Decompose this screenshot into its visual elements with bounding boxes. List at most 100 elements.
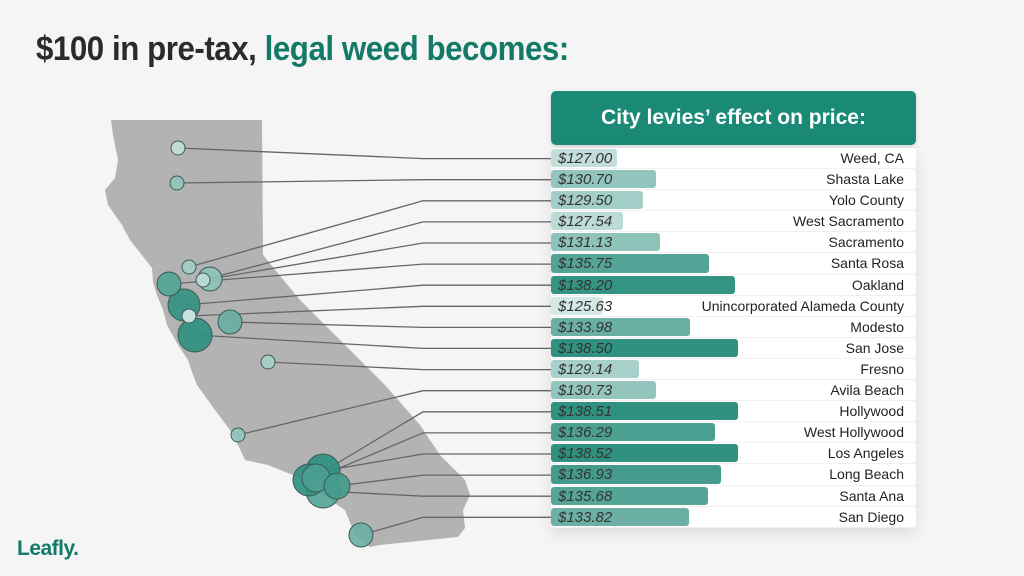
price-bar xyxy=(551,359,640,379)
city-name: Santa Rosa xyxy=(830,255,904,272)
price-table: $127.00 Weed, CA $130.70 Shasta Lake $129.50… xyxy=(551,148,916,528)
leader-line xyxy=(183,284,551,306)
price-bar xyxy=(551,444,738,463)
city-marker-icon xyxy=(181,259,197,275)
price-value: $138.51 xyxy=(558,403,613,421)
city-name: Unincorporated Alameda County xyxy=(701,297,904,314)
table-row: $135.75 Santa Rosa xyxy=(551,253,916,275)
price-bar xyxy=(551,402,738,421)
table-row: $131.13 Sacramento xyxy=(551,232,916,254)
city-marker-icon xyxy=(195,272,211,288)
price-value: $133.98 xyxy=(558,318,613,336)
city-name: Fresno xyxy=(860,360,904,377)
leader-line xyxy=(176,179,551,184)
city-marker-icon xyxy=(170,140,186,156)
city-marker-icon xyxy=(156,271,182,297)
price-bar xyxy=(551,381,657,400)
price-bar xyxy=(551,486,709,505)
price-value: $138.52 xyxy=(558,445,613,463)
table-row: $129.14 Fresno xyxy=(551,358,916,381)
price-value: $135.75 xyxy=(558,255,613,273)
leader-line xyxy=(188,305,551,317)
price-value: $133.82 xyxy=(558,508,613,526)
table-row: $130.70 Shasta Lake xyxy=(551,169,916,191)
price-value: $136.29 xyxy=(558,424,613,442)
price-panel: City levies’ effect on price: $127.00 Wee… xyxy=(551,91,916,528)
city-marker-icon xyxy=(169,175,185,191)
leader-line xyxy=(308,411,551,481)
city-name: Shasta Lake xyxy=(826,171,904,188)
leafly-logo: Leafly. xyxy=(17,537,79,560)
leader-line xyxy=(188,200,551,268)
leader-line xyxy=(315,432,551,479)
city-marker-icon xyxy=(230,427,246,443)
leader-line xyxy=(168,263,551,285)
title-part-2: legal weed becomes: xyxy=(264,30,570,68)
price-bar xyxy=(551,254,709,273)
price-bar xyxy=(551,149,617,168)
city-marker-icon xyxy=(323,472,351,500)
title-part-1: $100 in pre-tax, xyxy=(36,30,265,68)
price-bar xyxy=(551,507,689,526)
leader-line xyxy=(360,516,551,536)
city-name: Sacramento xyxy=(828,234,904,251)
price-bar xyxy=(551,233,661,252)
city-name: San Jose xyxy=(845,339,904,356)
city-name: Avila Beach xyxy=(830,382,904,399)
table-row: $129.50 Yolo County xyxy=(551,190,916,212)
price-value: $136.93 xyxy=(558,466,613,484)
price-value: $125.63 xyxy=(558,297,613,315)
price-value: $135.68 xyxy=(558,487,613,505)
city-name: Weed, CA xyxy=(840,150,904,166)
table-row: $136.29 West Hollywood xyxy=(551,422,916,444)
leader-line xyxy=(322,453,551,472)
city-marker-icon xyxy=(217,309,243,335)
leader-line xyxy=(202,221,551,281)
city-name: San Diego xyxy=(838,508,904,525)
panel-header: City levies’ effect on price: xyxy=(551,91,916,145)
city-name: Modesto xyxy=(850,318,904,335)
table-row: $127.00 Weed, CA xyxy=(551,148,916,170)
leader-line xyxy=(336,474,551,487)
price-bar xyxy=(551,170,656,189)
city-name: Long Beach xyxy=(829,466,904,483)
leader-line xyxy=(237,390,551,436)
table-row: $136.93 Long Beach xyxy=(551,464,916,486)
leader-line xyxy=(194,334,551,350)
price-bar xyxy=(551,296,603,315)
city-marker-icon xyxy=(348,522,374,548)
price-bar xyxy=(551,317,691,336)
leader-line xyxy=(322,490,551,497)
city-name: West Hollywood xyxy=(803,424,904,441)
price-value: $131.13 xyxy=(558,234,613,252)
leader-lines xyxy=(168,147,551,536)
price-value: $127.00 xyxy=(558,150,613,167)
leader-line xyxy=(209,242,551,280)
table-row: $138.52 Los Angeles xyxy=(551,443,916,465)
price-bar xyxy=(551,423,715,442)
table-row: $125.63 Unincorporated Alameda County xyxy=(551,295,916,317)
leader-line xyxy=(177,147,551,160)
city-name: Hollywood xyxy=(839,403,904,420)
price-value: $129.50 xyxy=(558,192,613,210)
city-name: Los Angeles xyxy=(827,445,904,462)
table-row: $133.98 Modesto xyxy=(551,316,916,338)
city-name: Santa Ana xyxy=(839,487,904,504)
leader-line xyxy=(267,361,551,371)
price-value: $127.54 xyxy=(558,213,613,231)
price-bar xyxy=(551,465,722,484)
price-value: $129.14 xyxy=(558,360,613,378)
city-marker-icon xyxy=(177,317,213,353)
price-bar xyxy=(551,338,738,357)
table-row: $133.82 San Diego xyxy=(551,506,916,528)
price-bar xyxy=(551,275,735,294)
city-marker-icon xyxy=(181,308,197,324)
city-name: Yolo County xyxy=(829,192,904,209)
price-bar xyxy=(551,191,644,210)
city-marker-icon xyxy=(260,354,276,370)
table-row: $138.20 Oakland xyxy=(551,274,916,296)
table-row: $130.73 Avila Beach xyxy=(551,380,916,402)
city-name: Oakland xyxy=(851,276,904,293)
table-row: $127.54 West Sacramento xyxy=(551,211,916,233)
